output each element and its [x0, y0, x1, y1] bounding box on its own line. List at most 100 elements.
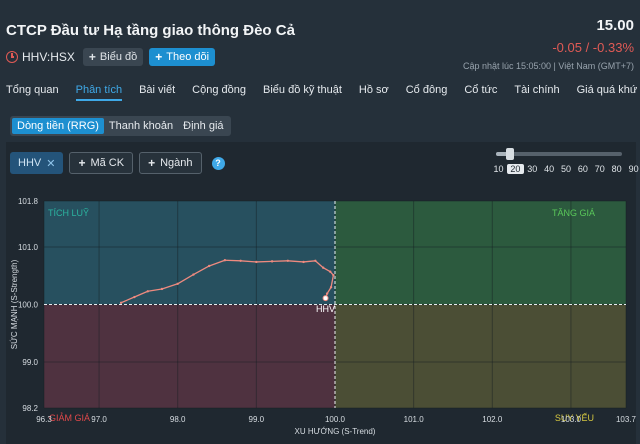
trail-point	[302, 260, 305, 264]
period-option[interactable]: 40	[544, 164, 555, 174]
tab-price-history[interactable]: Giá quá khứ	[576, 84, 638, 96]
quadrant-lagging	[44, 304, 335, 408]
period-option-selected[interactable]: 20	[506, 164, 524, 174]
y-tick-label: 98.2	[22, 404, 38, 413]
x-tick-label: 103.0	[561, 415, 582, 424]
x-axis-label: XU HƯỚNG (S-Trend)	[295, 427, 376, 436]
quadrant-label-bottom-left: GIẢM GIÁ	[49, 412, 90, 423]
trail-segment	[134, 290, 149, 298]
period-option[interactable]: 90	[628, 164, 639, 174]
x-tick-label: 100.0	[325, 415, 346, 424]
trail-segment	[326, 286, 332, 294]
update-timestamp: Cập nhật lúc 15:05:00 | Việt Nam (GMT+7)	[462, 61, 634, 71]
quadrant-leading	[335, 201, 626, 305]
tab-technical-chart[interactable]: Biểu đồ kỹ thuật	[263, 84, 342, 96]
add-industry-button[interactable]: + Ngành	[139, 152, 202, 174]
trail-point	[133, 295, 136, 299]
period-option[interactable]: 60	[577, 164, 588, 174]
trail-point	[146, 290, 150, 293]
plus-icon: +	[155, 50, 163, 64]
quadrant-label-bottom-right: SUY YẾU	[555, 413, 594, 423]
trail-segment	[208, 259, 226, 267]
period-slider[interactable]	[496, 148, 622, 160]
clock-icon	[6, 51, 18, 63]
trail-segment	[322, 267, 331, 273]
trail-segment	[177, 274, 194, 285]
close-icon[interactable]: ✕	[46, 157, 56, 170]
trail-point	[286, 259, 290, 262]
quadrant-improving	[44, 201, 335, 305]
trail-segment	[314, 260, 324, 269]
tab-finance[interactable]: Tài chính	[514, 84, 560, 96]
y-tick-label: 100.0	[18, 301, 39, 310]
subtab-valuation[interactable]: Định giá	[183, 120, 224, 132]
chart-button-label: Biểu đồ	[99, 51, 138, 63]
subtab-rrg[interactable]: Dòng tiền (RRG)	[12, 118, 104, 134]
tab-profile[interactable]: Hồ sơ	[358, 84, 389, 96]
trail-point	[119, 301, 123, 304]
tab-dividends[interactable]: Cổ tức	[464, 84, 498, 96]
x-tick-label: 97.0	[91, 415, 107, 424]
trail-point	[314, 259, 317, 262]
add-ticker-button[interactable]: + Mã CK	[69, 152, 134, 174]
period-option[interactable]: 70	[594, 164, 605, 174]
follow-button[interactable]: + Theo dõi	[149, 48, 216, 66]
main-tabs: Tổng quan Phân tích Bài viết Cộng đồng B…	[6, 84, 637, 101]
period-option[interactable]: 30	[527, 164, 538, 174]
price-value: 15.00	[596, 17, 634, 34]
selected-ticker-chip[interactable]: HHV ✕	[10, 152, 64, 174]
tab-shareholders[interactable]: Cổ đông	[405, 84, 448, 96]
tab-community[interactable]: Cộng đồng	[192, 84, 246, 96]
trail-point	[255, 260, 258, 264]
period-option[interactable]: 10	[493, 164, 504, 174]
x-tick-label: 103.7	[616, 415, 637, 424]
x-tick-label: 96.3	[36, 415, 52, 424]
x-tick-label: 102.0	[482, 415, 503, 424]
trail-point	[160, 287, 164, 291]
trail-point	[322, 266, 325, 269]
x-tick-label: 98.0	[170, 415, 186, 424]
company-title: CTCP Đầu tư Hạ tầng giao thông Đèo Cả	[6, 22, 295, 39]
trail-point	[239, 259, 242, 262]
slider-handle[interactable]	[506, 148, 514, 160]
add-ticker-label: Mã CK	[90, 157, 125, 169]
trail-point	[207, 264, 211, 268]
selected-ticker-label: HHV	[18, 157, 42, 169]
subtab-liquidity[interactable]: Thanh khoản	[108, 120, 174, 132]
trail-point	[270, 260, 274, 263]
tab-articles[interactable]: Bài viết	[139, 84, 176, 96]
trail-segment	[272, 260, 288, 263]
help-icon[interactable]: ?	[211, 156, 225, 170]
x-tick-label: 99.0	[249, 415, 265, 424]
y-tick-label: 99.0	[22, 358, 38, 367]
trail-point	[329, 286, 333, 289]
period-option[interactable]: 80	[611, 164, 622, 174]
follow-button-label: Theo dõi	[166, 51, 210, 63]
tab-analysis[interactable]: Phân tích	[75, 84, 123, 101]
rrg-chart: TÍCH LUỸ TĂNG GIÁ GIẢM GIÁ SUY YẾU 101.8 101.…	[10, 197, 637, 436]
x-tick-label: 101.0	[404, 415, 425, 424]
trail-point	[192, 273, 195, 276]
trail-segment	[240, 260, 257, 263]
chart-button[interactable]: + Biểu đồ	[82, 48, 144, 66]
trail-segment	[147, 288, 163, 292]
trail-segment	[161, 283, 178, 290]
stock-header: CTCP Đầu tư Hạ tầng giao thông Đèo Cả 15…	[0, 0, 640, 80]
plus-icon: +	[88, 50, 96, 64]
period-option[interactable]: 50	[561, 164, 572, 174]
trail-segment	[120, 296, 135, 304]
latest-point	[322, 295, 329, 302]
y-tick-label: 101.8	[18, 197, 39, 206]
add-industry-label: Ngành	[160, 157, 193, 169]
tab-overview[interactable]: Tổng quan	[6, 84, 59, 96]
analysis-subtabs: Dòng tiền (RRG) Thanh khoản Định giá	[10, 116, 231, 136]
ticker-symbol: HHV:HSX	[22, 50, 75, 64]
trail-segment	[330, 275, 335, 288]
quadrant-weakening	[335, 304, 626, 408]
trail-point	[223, 259, 227, 262]
ticker-row: HHV:HSX + Biểu đồ + Theo dõi	[6, 48, 221, 66]
trail-segment	[303, 260, 316, 263]
plus-icon: +	[148, 156, 156, 170]
period-ticks: 10 20 30 40 50 60 70 80 90	[490, 164, 640, 174]
y-axis-label: SỨC MẠNH (S-Strength)	[10, 259, 19, 349]
